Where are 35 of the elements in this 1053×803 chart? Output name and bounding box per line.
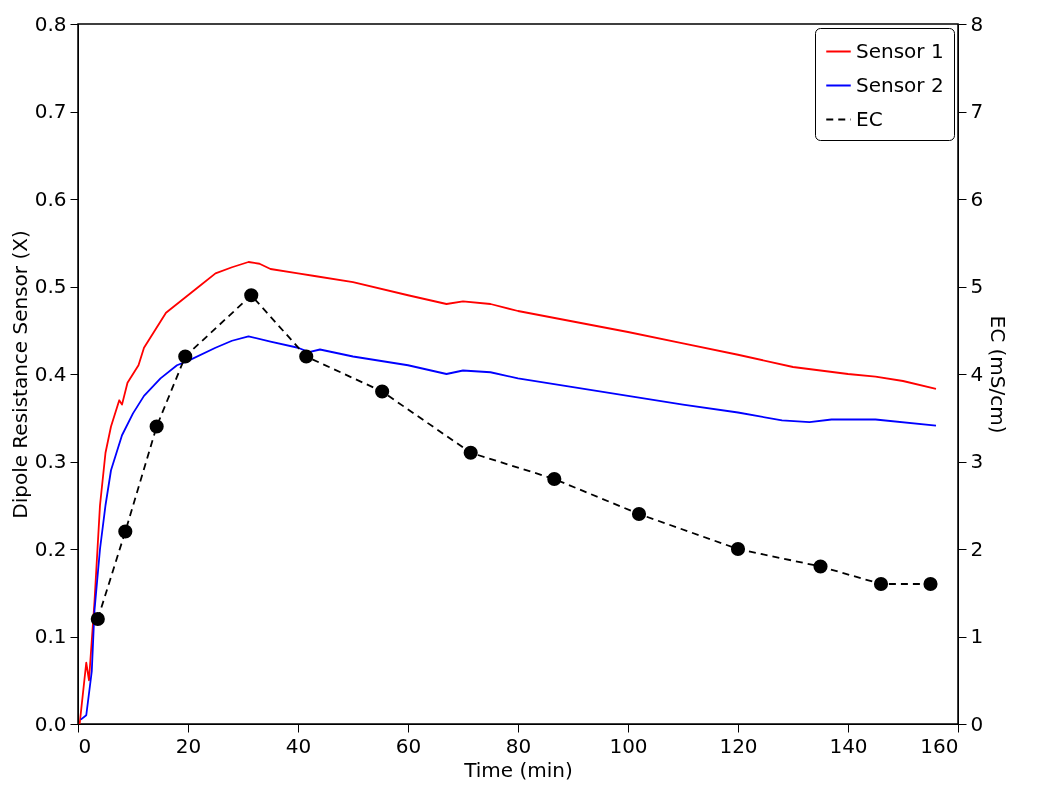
- y-tick-label: 0.8: [34, 11, 67, 36]
- y2-tick-label: 0: [970, 711, 984, 736]
- legend-label: Sensor 1: [856, 38, 944, 63]
- y-tick-label: 0.1: [34, 624, 67, 648]
- y2-tick-label: 3: [970, 449, 984, 473]
- y-tick-label: 0.6: [34, 186, 67, 211]
- x-tick-label: 80: [505, 733, 532, 758]
- x-axis-title: Time (min): [463, 757, 573, 782]
- y-tick-label: 0.4: [34, 361, 67, 386]
- y2-tick-label: 4: [970, 361, 984, 386]
- x-tick-label: 140: [829, 733, 868, 758]
- y2-axis-title: EC (mS/cm): [986, 315, 1011, 434]
- x-tick-label: 100: [609, 733, 648, 758]
- line-series: [78, 261, 937, 725]
- line-series: [79, 335, 937, 721]
- x-tick-label: 160: [920, 733, 959, 758]
- y2-tick-label: 7: [970, 99, 984, 123]
- y-tick-label: 0.5: [34, 274, 67, 298]
- y2-tick-label: 8: [970, 11, 984, 36]
- y2-tick-label: 1: [970, 624, 984, 648]
- y-tick-label: 0.2: [34, 536, 67, 561]
- x-tick-label: 120: [719, 733, 758, 758]
- x-tick-label: 60: [395, 733, 422, 758]
- x-tick-label: 20: [175, 733, 202, 758]
- y2-tick-label: 5: [970, 274, 984, 298]
- y2-tick-label: 2: [970, 536, 984, 561]
- y-tick-label: 0.3: [34, 449, 67, 473]
- x-tick-label: 40: [285, 733, 312, 758]
- y2-tick-label: 6: [970, 186, 984, 211]
- legend-label: Sensor 2: [856, 72, 944, 97]
- y-axis-title: Dipole Resistance Sensor (X): [7, 230, 32, 519]
- x-tick-label: 0: [78, 733, 92, 758]
- legend-label: EC: [856, 106, 883, 131]
- y-tick-label: 0.7: [34, 99, 67, 123]
- y-tick-label: 0.0: [34, 711, 67, 736]
